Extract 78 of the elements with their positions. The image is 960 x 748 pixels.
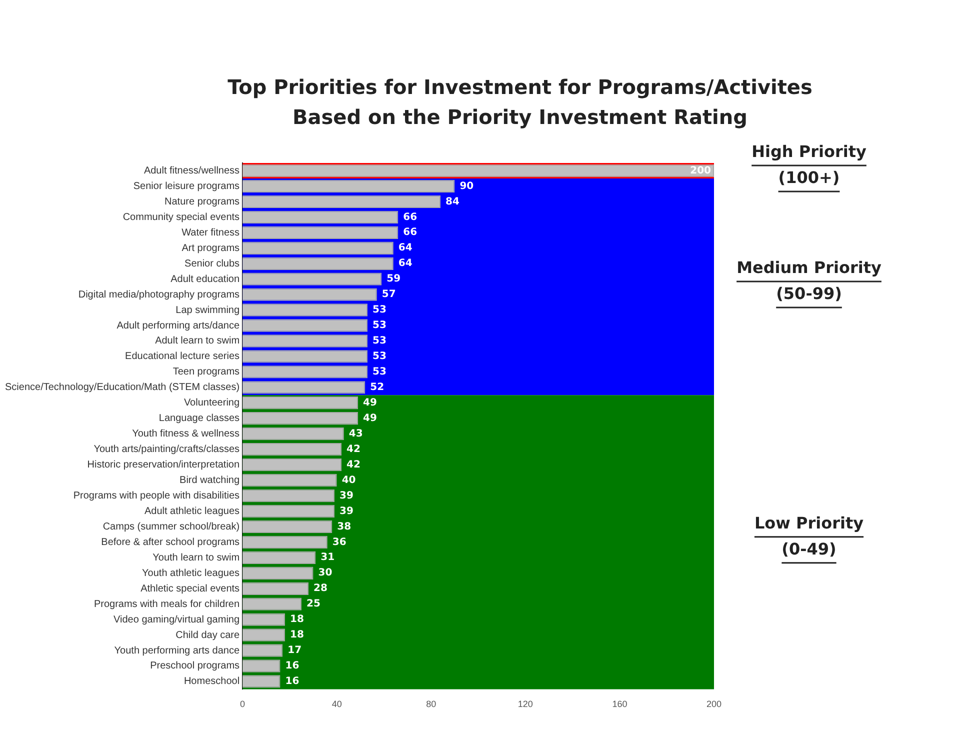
data-label: 53 xyxy=(372,336,386,347)
data-label: 53 xyxy=(372,320,386,332)
x-tick-label: 40 xyxy=(332,699,342,710)
data-label: 16 xyxy=(285,660,300,672)
data-label: 53 xyxy=(372,351,386,362)
data-label: 30 xyxy=(318,568,332,579)
data-label: 40 xyxy=(342,474,356,486)
band-label: Low Priority (0-49) xyxy=(754,513,864,558)
data-label: 39 xyxy=(339,506,354,517)
data-label: 66 xyxy=(403,227,418,238)
data-label: 52 xyxy=(370,382,384,394)
y-tick-label: Camps (summer school/break) xyxy=(102,521,240,532)
y-tick-label: Nature programs xyxy=(164,196,240,208)
y-tick-label: Volunteering xyxy=(184,398,240,409)
y-tick-label: Lap swimming xyxy=(176,304,240,316)
data-label: 43 xyxy=(348,428,363,440)
data-label: 17 xyxy=(288,645,302,656)
y-tick-label: Video gaming/virtual gaming xyxy=(114,614,240,626)
y-tick-label: Digital media/photography programs xyxy=(78,289,240,300)
data-label: 57 xyxy=(382,289,396,300)
data-label: 25 xyxy=(306,598,320,610)
y-tick-label: Educational lecture series xyxy=(125,351,240,362)
y-tick-label: Youth arts/painting/crafts/classes xyxy=(94,444,240,456)
data-label: 42 xyxy=(346,444,361,455)
data-label: 49 xyxy=(363,412,378,424)
y-tick-label: Adult education xyxy=(170,274,240,285)
data-label: 18 xyxy=(290,614,304,626)
y-tick-label: Science/Technology/Education/Math (STEM classes) xyxy=(4,382,240,394)
x-tick-label: 0 xyxy=(240,699,246,710)
y-tick-label: Water fitness xyxy=(182,227,240,238)
y-tick-label: Child day care xyxy=(176,630,240,641)
y-tick-label: Athletic special events xyxy=(140,583,240,594)
data-label: 16 xyxy=(285,676,300,688)
band-label: Medium Priority (50-99) xyxy=(736,258,882,303)
x-tick-label: 160 xyxy=(612,699,628,710)
y-tick-label: Language classes xyxy=(158,413,240,424)
y-tick-label: Adult learn to swim xyxy=(155,336,240,347)
data-label: 53 xyxy=(372,366,386,378)
x-tick-label: 200 xyxy=(706,699,722,710)
y-tick-label: Programs with people with disabilities xyxy=(73,490,240,502)
y-tick-label: Art programs xyxy=(182,242,240,254)
data-label: 64 xyxy=(398,258,412,270)
y-tick-label: Bird watching xyxy=(180,475,240,486)
data-label: 18 xyxy=(290,630,304,641)
chart-title: Top Priorities for Investment for Programs/Activites Based on the Priority Investment Rating xyxy=(226,74,814,131)
y-tick-label: Before & after school programs xyxy=(101,536,240,548)
data-label: 36 xyxy=(332,536,346,548)
y-tick-label: Teen programs xyxy=(172,366,240,378)
band-label: High Priority (100+) xyxy=(752,142,867,187)
y-tick-label: Adult performing arts/dance xyxy=(116,320,240,332)
data-label: 31 xyxy=(320,552,335,564)
y-tick-label: Homeschool xyxy=(184,676,240,688)
data-label: 49 xyxy=(363,397,378,408)
x-tick-label: 80 xyxy=(426,699,436,710)
data-label: 59 xyxy=(386,274,401,285)
data-label: 53 xyxy=(372,304,386,316)
x-tick-label: 120 xyxy=(518,699,533,710)
y-tick-label: Historic preservation/interpretation xyxy=(87,460,240,471)
y-tick-label: Youth performing arts dance xyxy=(114,645,240,656)
y-tick-label: Preschool programs xyxy=(150,660,240,672)
y-tick-label: Community special events xyxy=(122,212,240,223)
data-label: 38 xyxy=(337,521,352,532)
data-label: 84 xyxy=(446,196,460,208)
data-label: 64 xyxy=(398,242,412,254)
data-label: 66 xyxy=(403,212,418,223)
y-tick-label: Youth fitness & wellness xyxy=(132,428,240,440)
data-label: 42 xyxy=(346,459,361,470)
y-tick-label: Senior clubs xyxy=(184,258,240,270)
y-tick-label: Programs with meals for children xyxy=(94,598,240,610)
y-tick-label: Youth learn to swim xyxy=(152,552,240,564)
data-label: 39 xyxy=(339,490,354,502)
y-tick-label: Adult athletic leagues xyxy=(144,506,240,517)
data-label: 200 xyxy=(690,165,712,176)
data-label: 90 xyxy=(460,180,474,192)
y-tick-label: Youth athletic leagues xyxy=(142,568,240,579)
data-label: 28 xyxy=(314,583,328,594)
y-tick-label: Adult fitness/wellness xyxy=(144,165,240,176)
y-tick-label: Senior leisure programs xyxy=(133,180,240,192)
